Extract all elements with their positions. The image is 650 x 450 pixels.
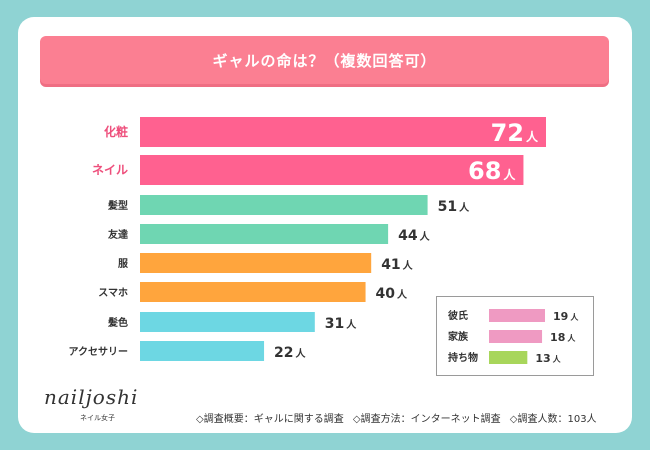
value-label-8: 22 人	[274, 345, 306, 361]
brand-logo: nailjoshi	[44, 385, 139, 409]
inset-category-label-3: 持ち物	[448, 351, 478, 364]
category-label-5: 服	[118, 258, 129, 270]
survey-method: ◇調査方法：インターネット調査	[352, 414, 501, 425]
survey-footer: ◇調査概要：ギャルに関する調査 ◇調査方法：インターネット調査 ◇調査人数：10…	[196, 410, 630, 425]
value-label-6: 40 人	[376, 286, 408, 302]
category-label-1: 化粧	[104, 124, 128, 139]
inset-bar-3	[489, 351, 528, 364]
inset-category-label-2: 家族	[448, 330, 469, 343]
category-label-6: スマホ	[98, 287, 128, 299]
value-label-2: 68 人	[468, 157, 516, 185]
value-label-4: 44 人	[398, 228, 430, 244]
inset-category-label-1: 彼氏	[448, 309, 468, 322]
category-label-2: ネイル	[92, 163, 128, 177]
inset-value-label-3: 13 人	[535, 352, 561, 365]
category-label-3: 髪型	[107, 199, 128, 212]
bar-6	[140, 282, 366, 302]
bar-7	[140, 312, 315, 332]
bar-4	[140, 224, 389, 244]
value-label-3: 51 人	[438, 199, 470, 215]
category-label-7: 髪色	[107, 316, 128, 329]
inset-value-label-1: 19 人	[553, 310, 579, 323]
bar-1	[140, 117, 546, 147]
category-label-4: 友達	[108, 228, 128, 241]
bar-5	[140, 253, 372, 273]
bar-3	[140, 195, 428, 215]
value-label-7: 31 人	[325, 316, 357, 332]
value-label-5: 41 人	[381, 257, 413, 273]
survey-overview: ◇調査概要：ギャルに関する調査	[196, 414, 344, 425]
bar-8	[140, 341, 265, 361]
inset-value-label-2: 18 人	[550, 331, 576, 344]
inset-bar-1	[489, 309, 545, 322]
category-label-8: アクセサリー	[69, 346, 129, 358]
value-label-1: 72 人	[491, 119, 539, 147]
brand-subtitle: ネイル女子	[80, 414, 115, 422]
inset-bar-2	[489, 330, 543, 343]
bar-2	[140, 155, 524, 185]
survey-count: ◇調査人数：103人	[509, 414, 597, 425]
chart-title: ギャルの命は？（複数回答可）	[40, 36, 609, 84]
